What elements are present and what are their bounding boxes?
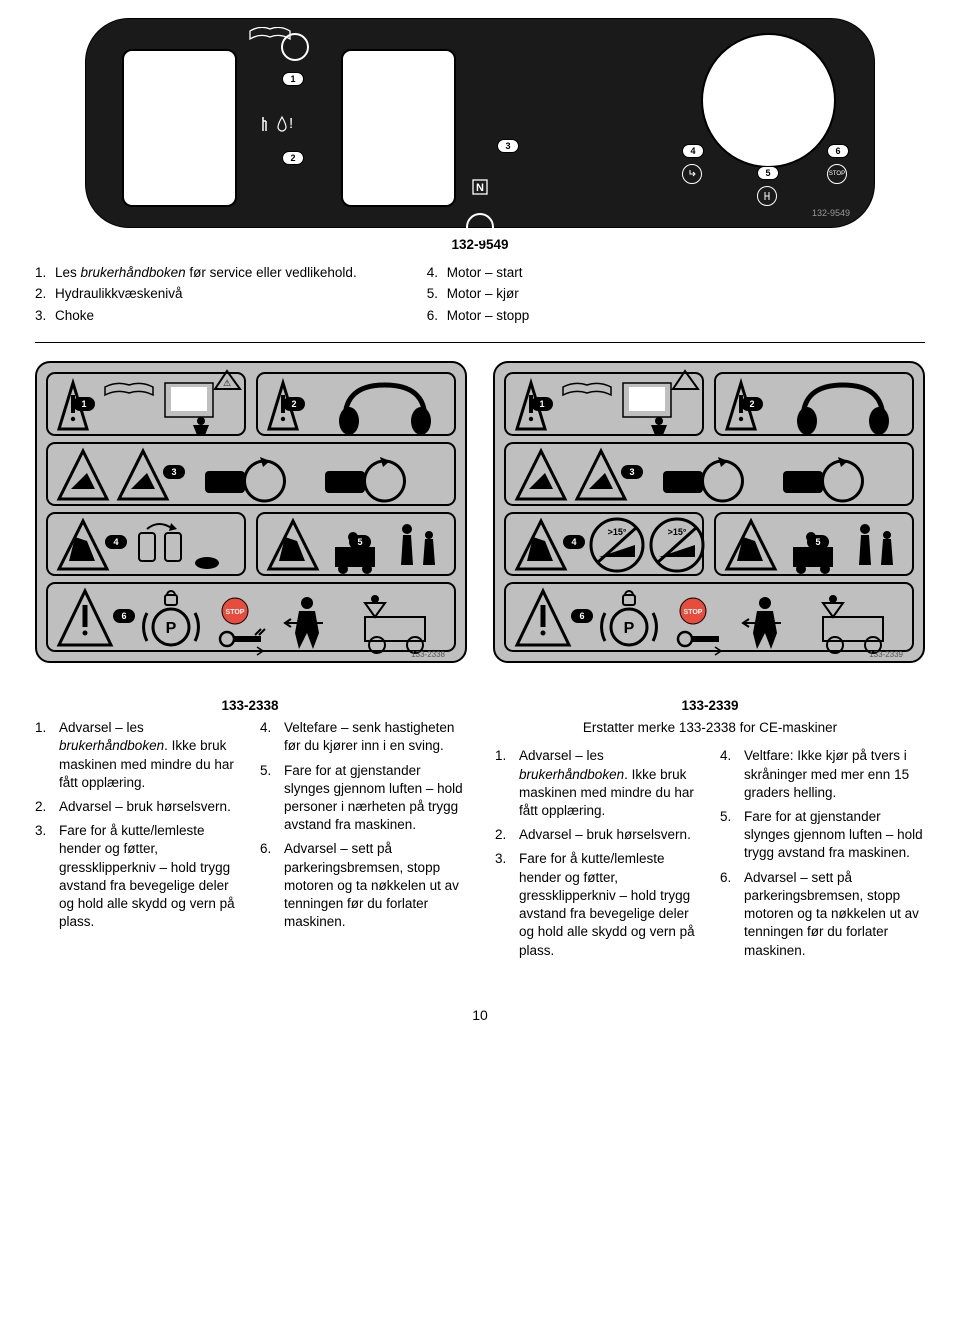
- svg-text:6: 6: [579, 611, 584, 621]
- legend-item: 3.Fare for å kutte/lemleste hender og fø…: [35, 822, 240, 931]
- decal-133-2338: 1 ⚠ 2 3 4 5 6 P: [35, 361, 467, 681]
- legend-2339-caption: 133-2339: [495, 697, 925, 715]
- legend-item: 1.Advarsel – les brukerhåndboken. Ikke b…: [35, 719, 240, 792]
- legend-2339-subcaption: Erstatter merke 133-2338 for CE-maskiner: [495, 719, 925, 737]
- callout-5: 5: [757, 166, 779, 180]
- legend-2339: 133-2339 Erstatter merke 133-2338 for CE…: [495, 691, 925, 966]
- svg-text:2: 2: [291, 399, 296, 409]
- legend-item: 5.Fare for at gjenstander slynges gjenno…: [720, 808, 925, 863]
- cutout-ignition: [701, 33, 836, 168]
- legend-left: 1.Les brukerhåndboken før service eller …: [35, 264, 357, 328]
- motor-stop-icon: STOP: [827, 164, 847, 184]
- svg-text:133-2338: 133-2338: [411, 650, 445, 659]
- legend-item: 3.Fare for å kutte/lemleste hender og fø…: [495, 850, 700, 959]
- svg-text:4: 4: [571, 537, 576, 547]
- svg-text:6: 6: [121, 611, 126, 621]
- legend-item: 4.Motor – start: [427, 264, 530, 282]
- callout-2: 2: [282, 151, 304, 165]
- hydraulic-level-icon: !: [261, 114, 293, 134]
- svg-text:>15°: >15°: [608, 527, 627, 537]
- legend-right: 4.Motor – start 5.Motor – kjør 6.Motor –…: [427, 264, 530, 328]
- legend-item: 2.Advarsel – bruk hørselsvern.: [35, 798, 240, 816]
- legend-item: 5.Fare for at gjenstander slynges gjenno…: [260, 762, 465, 835]
- legend-item: 2.Hydraulikkvæskenivå: [35, 285, 357, 303]
- lower-legends: 133-2338 1.Advarsel – les brukerhåndboke…: [35, 691, 925, 966]
- decal-133-2339: 1 2 3 4 >15° >15° 5 6 P STOP 133-2339: [493, 361, 925, 681]
- svg-text:5: 5: [357, 537, 362, 547]
- cutout-1: [122, 49, 237, 207]
- svg-text:⚠: ⚠: [223, 378, 231, 388]
- legend-item: 5.Motor – kjør: [427, 285, 530, 303]
- svg-text:>15°: >15°: [668, 527, 687, 537]
- legend-item: 1.Les brukerhåndboken før service eller …: [35, 264, 357, 282]
- motor-run-icon: [757, 186, 777, 206]
- page-number: 10: [35, 1006, 925, 1025]
- dashboard-body: 1 ! 2 3 N 4 5 6 STOP 132-9549: [85, 18, 875, 228]
- choke-letter: N: [468, 179, 492, 200]
- circle-icon: [281, 33, 309, 61]
- legend-item: 6.Advarsel – sett på parkeringsbremsen, …: [720, 869, 925, 960]
- legend-item: 3.Choke: [35, 307, 357, 325]
- legend-item: 6.Motor – stopp: [427, 307, 530, 325]
- svg-text:STOP: STOP: [226, 609, 245, 616]
- legend-item: 1.Advarsel – les brukerhåndboken. Ikke b…: [495, 747, 700, 820]
- svg-text:3: 3: [629, 467, 634, 477]
- divider: [35, 342, 925, 343]
- svg-text:2: 2: [749, 399, 754, 409]
- legend-2338-caption: 133-2338: [35, 697, 465, 715]
- figure-1-legend: 1.Les brukerhåndboken før service eller …: [35, 264, 925, 328]
- safety-decals-row: 1 ⚠ 2 3 4 5 6 P: [35, 361, 925, 681]
- dashboard-panel: 1 ! 2 3 N 4 5 6 STOP 132-9549: [85, 18, 875, 228]
- callout-3: 3: [497, 139, 519, 153]
- choke-circle-icon: [466, 213, 494, 241]
- svg-text:4: 4: [113, 537, 118, 547]
- svg-text:P: P: [166, 620, 177, 637]
- legend-item: 6.Advarsel – sett på parkeringsbremsen, …: [260, 840, 465, 931]
- svg-text:N: N: [476, 182, 484, 194]
- legend-item: 2.Advarsel – bruk hørselsvern.: [495, 826, 700, 844]
- panel-part-number: 132-9549: [812, 207, 850, 219]
- svg-text:1: 1: [539, 399, 544, 409]
- callout-6: 6: [827, 144, 849, 158]
- svg-text:STOP: STOP: [684, 609, 703, 616]
- svg-text:5: 5: [815, 537, 820, 547]
- callout-1: 1: [282, 72, 304, 86]
- svg-text:1: 1: [81, 399, 86, 409]
- svg-text:3: 3: [171, 467, 176, 477]
- svg-text:P: P: [624, 620, 635, 637]
- svg-text:133-2339: 133-2339: [869, 650, 903, 659]
- legend-item: 4.Veltfare: Ikke kjør på tvers i skrånin…: [720, 747, 925, 802]
- legend-item: 4.Veltefare – senk hastigheten før du kj…: [260, 719, 465, 755]
- legend-2338: 133-2338 1.Advarsel – les brukerhåndboke…: [35, 691, 465, 966]
- callout-4: 4: [682, 144, 704, 158]
- cutout-2: [341, 49, 456, 207]
- motor-start-icon: [682, 164, 702, 184]
